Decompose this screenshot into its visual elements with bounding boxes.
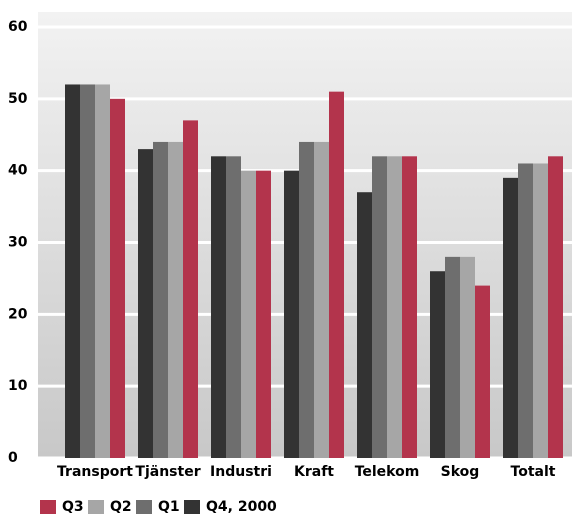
- bar: [314, 141, 329, 458]
- bar: [503, 177, 518, 458]
- bar: [387, 156, 402, 459]
- y-tick-label: 50: [8, 91, 28, 107]
- bar: [65, 84, 80, 458]
- bar: [284, 170, 299, 458]
- x-tick-label: Transport: [57, 464, 133, 480]
- bar: [518, 163, 533, 458]
- y-tick-label: 0: [8, 450, 18, 466]
- bar: [138, 149, 153, 458]
- bar: [110, 98, 125, 458]
- bar: [226, 156, 241, 459]
- bar: [153, 141, 168, 458]
- bar: [402, 156, 417, 459]
- bar: [256, 170, 271, 458]
- bar: [357, 192, 372, 458]
- y-tick-label: 30: [8, 235, 28, 251]
- legend-swatch: [184, 500, 200, 514]
- legend-swatch: [40, 500, 56, 514]
- bar: [475, 285, 490, 458]
- x-tick-label: Skog: [441, 464, 480, 480]
- legend-swatch: [88, 500, 104, 514]
- bar: [533, 163, 548, 458]
- bar: [329, 91, 344, 459]
- bar: [95, 84, 110, 458]
- y-tick-label: 40: [8, 163, 28, 179]
- legend-swatch: [136, 500, 152, 514]
- bar: [168, 141, 183, 458]
- bar: [430, 271, 445, 458]
- x-tick-label: Tjänster: [135, 464, 200, 480]
- legend-label: Q1: [158, 499, 180, 515]
- bar: [211, 156, 226, 459]
- bar: [299, 141, 314, 458]
- legend-label: Q4, 2000: [206, 499, 277, 515]
- bar: [372, 156, 387, 459]
- x-tick-label: Totalt: [511, 464, 556, 480]
- bar: [80, 84, 95, 458]
- y-tick-label: 60: [8, 19, 28, 35]
- y-tick-label: 10: [8, 378, 28, 394]
- bar: [183, 120, 198, 458]
- legend-label: Q2: [110, 499, 132, 515]
- bar: [445, 256, 460, 458]
- x-tick-label: Kraft: [294, 464, 334, 480]
- x-tick-label: Telekom: [355, 464, 420, 480]
- bar: [548, 156, 563, 459]
- bar: [460, 256, 475, 458]
- legend-label: Q3: [62, 499, 84, 515]
- bar: [241, 170, 256, 458]
- x-tick-label: Industri: [210, 464, 272, 480]
- y-tick-label: 20: [8, 306, 28, 322]
